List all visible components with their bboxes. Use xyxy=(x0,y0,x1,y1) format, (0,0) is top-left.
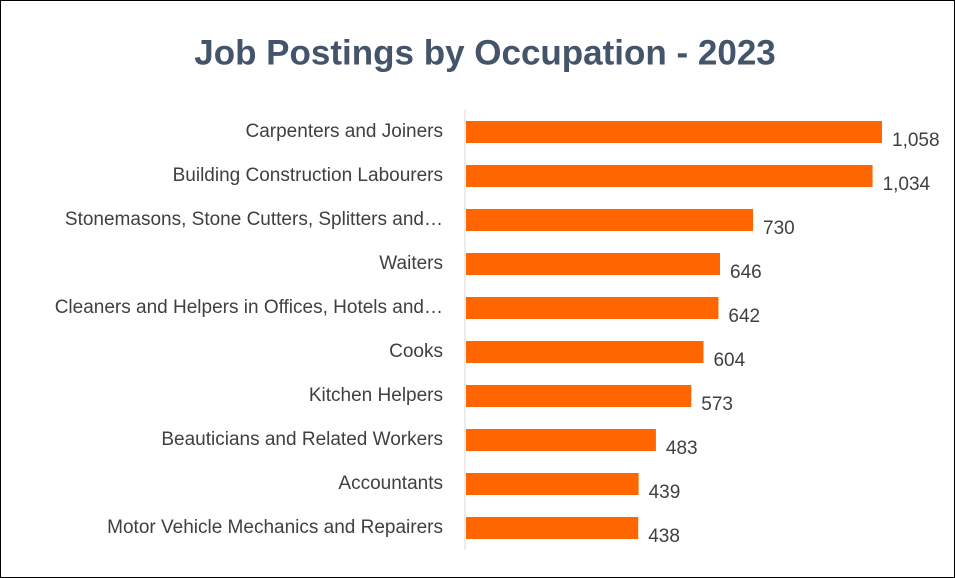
y-tick-label: Motor Vehicle Mechanics and Repairers xyxy=(107,517,443,538)
value-label: 1,058 xyxy=(892,130,940,151)
value-label: 439 xyxy=(649,482,681,503)
y-tick-label: Accountants xyxy=(338,473,443,494)
value-label: 573 xyxy=(701,394,733,415)
y-tick-label: Stonemasons, Stone Cutters, Splitters an… xyxy=(65,209,443,230)
value-label: 483 xyxy=(666,438,698,459)
y-tick-label: Carpenters and Joiners xyxy=(246,121,444,142)
value-label: 730 xyxy=(763,218,795,239)
bar xyxy=(466,385,692,407)
y-tick-label: Waiters xyxy=(379,253,443,274)
bar xyxy=(466,121,882,143)
value-label: 646 xyxy=(730,262,762,283)
bar xyxy=(466,209,754,231)
bar xyxy=(466,297,719,319)
bar xyxy=(466,253,721,275)
bar xyxy=(466,517,639,539)
bar xyxy=(466,165,873,187)
value-label: 604 xyxy=(713,350,745,371)
y-tick-label: Cooks xyxy=(389,341,443,362)
bar xyxy=(466,429,656,451)
y-tick-label: Beauticians and Related Workers xyxy=(161,429,443,450)
bar xyxy=(466,473,639,495)
value-label: 1,034 xyxy=(883,174,931,195)
value-label: 642 xyxy=(728,306,760,327)
y-tick-label: Cleaners and Helpers in Offices, Hotels … xyxy=(55,297,443,318)
chart-title: Job Postings by Occupation - 2023 xyxy=(194,33,776,72)
y-tick-label: Kitchen Helpers xyxy=(309,385,443,406)
bar xyxy=(466,341,704,363)
value-label: 438 xyxy=(648,526,680,547)
y-tick-label: Building Construction Labourers xyxy=(173,165,443,186)
